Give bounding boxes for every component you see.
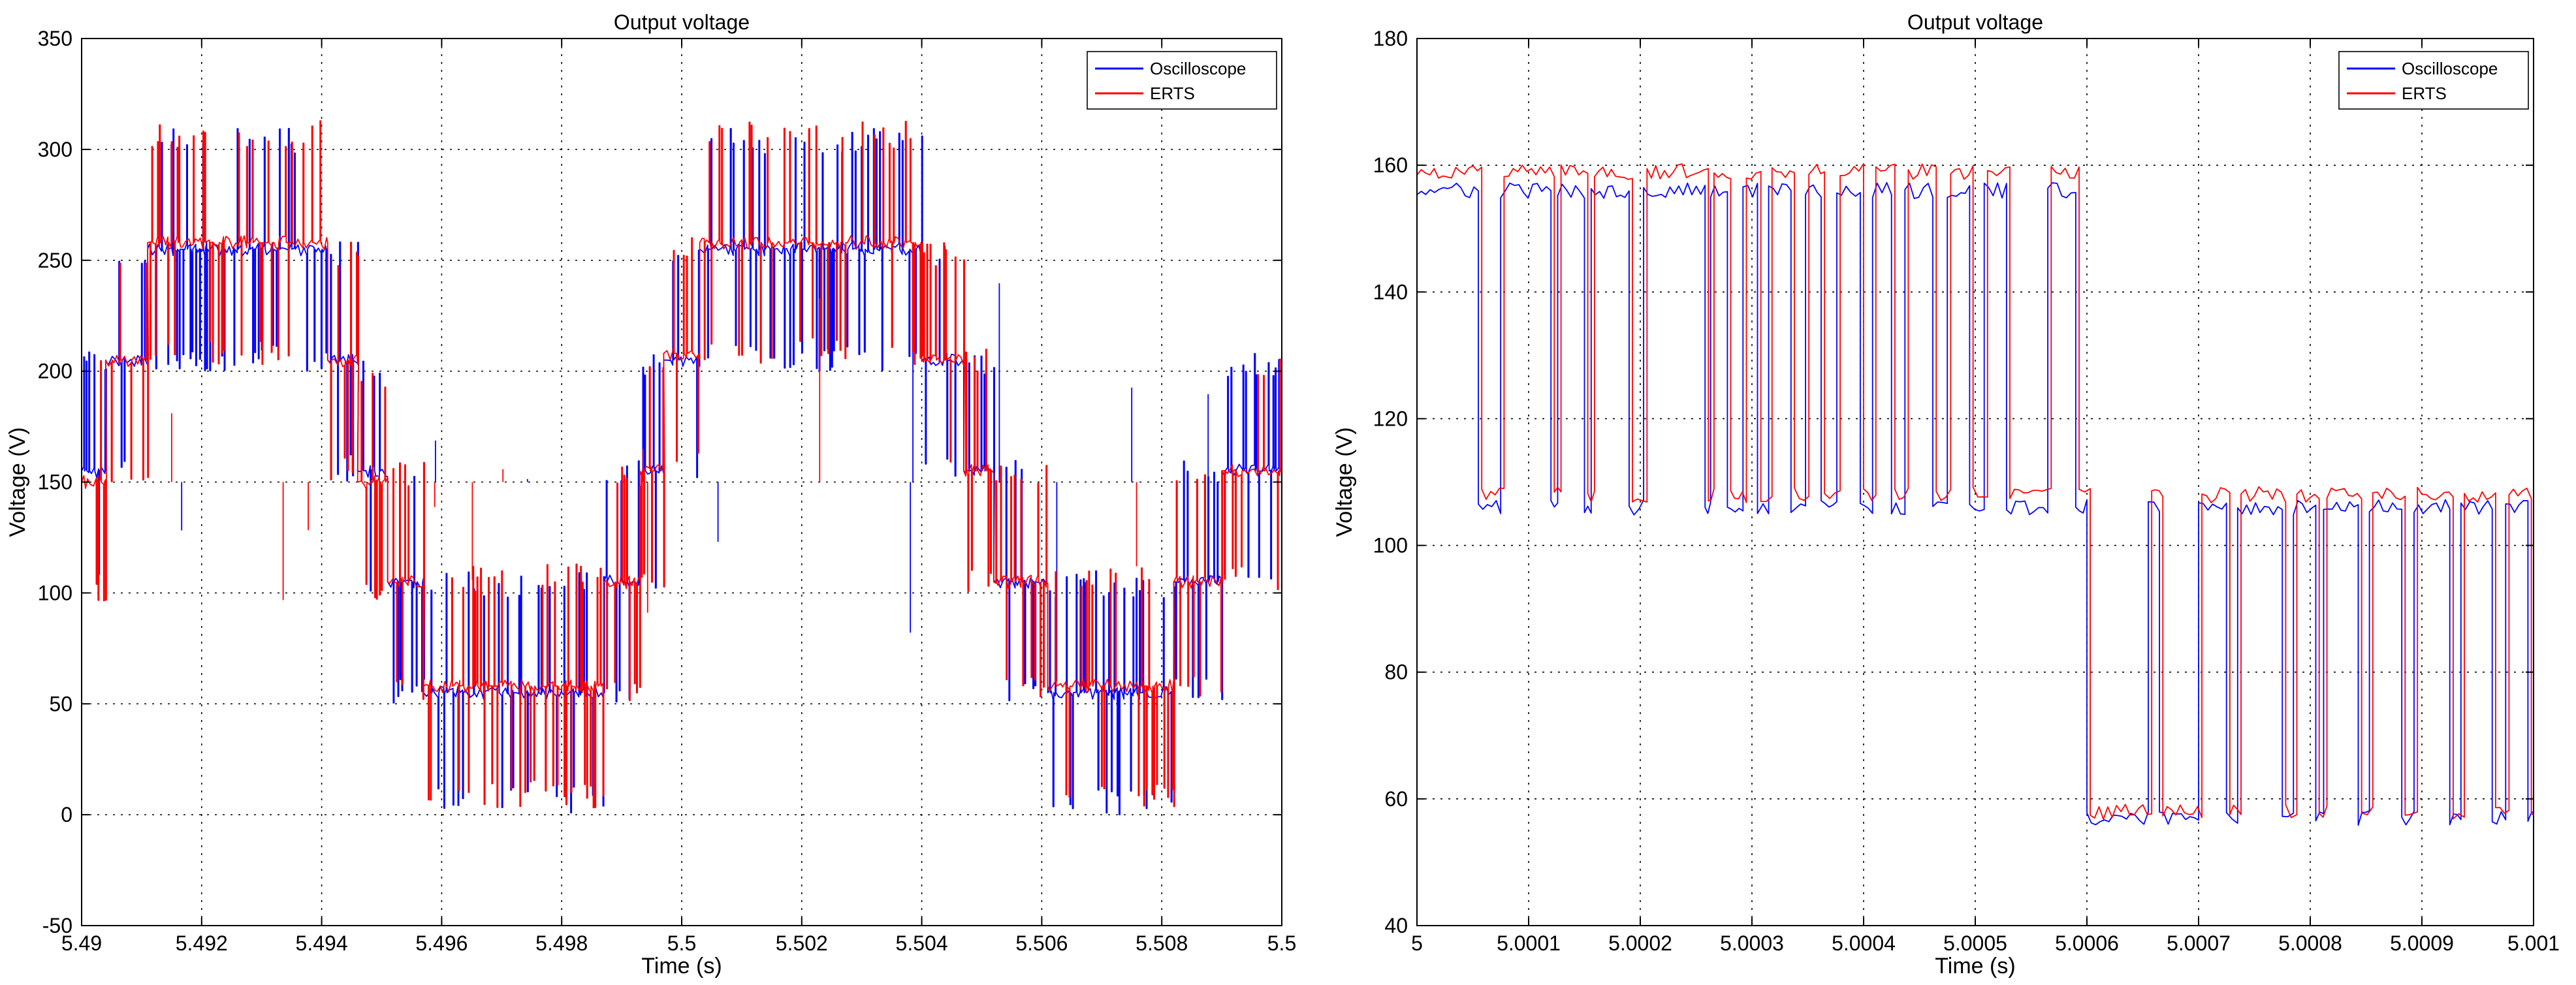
- legend-box: [1087, 51, 1277, 110]
- legend-box: [2338, 51, 2529, 110]
- y-tick-label: 50: [49, 692, 72, 715]
- x-tick-label: 5.001: [2507, 931, 2560, 955]
- x-tick-label: 5.0003: [1720, 931, 1784, 955]
- x-tick-label: 5.0007: [2167, 931, 2231, 955]
- x-tick-label: 5.492: [176, 931, 228, 955]
- y-tick-label: 140: [1373, 280, 1408, 304]
- x-tick-label: 5.0006: [2055, 931, 2119, 955]
- x-tick-label: 5.0009: [2390, 931, 2454, 955]
- x-tick-label: 5.494: [296, 931, 348, 955]
- y-tick-label: 300: [38, 138, 72, 161]
- x-axis-label: Time (s): [641, 954, 722, 978]
- left-chart: 5.49 5.492 5.494 5.496 5.498 5.5 5.502 5.504 5.5…: [5, 10, 1296, 978]
- right-chart: 5 5.0001 5.0002 5.0003 5.0004 5.0005 5.0006 5.0…: [1332, 10, 2560, 978]
- legend-entry-erts: ERTS: [1150, 84, 1195, 103]
- x-tick-label: 5: [1411, 931, 1423, 955]
- x-axis-label: Time (s): [1935, 954, 2015, 978]
- x-tick-label: 5.0001: [1497, 931, 1561, 955]
- legend-entry-erts: ERTS: [2402, 84, 2447, 103]
- series-line-erts: [82, 120, 1282, 809]
- legend: Oscilloscope ERTS: [1087, 51, 1277, 110]
- x-tick-label: 5.502: [776, 931, 828, 955]
- series-group: [82, 120, 1282, 815]
- y-tick-label: 0: [61, 803, 72, 826]
- y-tick-label: 40: [1384, 914, 1408, 937]
- y-tick-label: 180: [1373, 27, 1408, 50]
- y-tick-label: 100: [38, 581, 72, 604]
- y-tick-label: 160: [1373, 153, 1408, 177]
- x-tick-label: 5.506: [1015, 931, 1068, 955]
- y-tick-label: 60: [1384, 787, 1408, 811]
- y-tick-label: 80: [1384, 661, 1408, 684]
- chart-title: Output voltage: [1907, 10, 2043, 34]
- y-tick-label: 200: [38, 360, 72, 383]
- x-tick-label: 5.504: [896, 931, 948, 955]
- y-axis-label: Voltage (V): [1332, 427, 1357, 537]
- x-tick-label: 5.0002: [1608, 931, 1672, 955]
- chart-title: Output voltage: [614, 10, 750, 34]
- x-tick-label: 5.0008: [2278, 931, 2342, 955]
- legend-entry-oscilloscope: Oscilloscope: [1150, 59, 1246, 78]
- y-axis-label: Voltage (V): [5, 427, 30, 537]
- plot-area: [82, 39, 1282, 926]
- legend: Oscilloscope ERTS: [2338, 51, 2529, 110]
- x-tick-label: 5.5: [1267, 931, 1296, 955]
- series-line-oscilloscope: [1417, 181, 2534, 826]
- x-tick-label: 5.0005: [1943, 931, 2007, 955]
- x-tick-label: 5.5: [667, 931, 696, 955]
- y-tick-label: 350: [38, 27, 72, 50]
- y-tick-label: -50: [42, 914, 72, 937]
- x-tick-label: 5.496: [415, 931, 468, 955]
- y-tick-label: 150: [38, 471, 72, 494]
- x-tick-label: 5.0004: [1832, 931, 1896, 955]
- x-tick-label: 5.49: [61, 931, 102, 955]
- x-tick-label: 5.498: [535, 931, 588, 955]
- y-tick-label: 120: [1373, 407, 1408, 430]
- x-tick-label: 5.508: [1136, 931, 1188, 955]
- y-tick-label: 250: [38, 249, 72, 272]
- y-tick-label: 100: [1373, 534, 1408, 557]
- series-line-erts: [1417, 163, 2534, 820]
- plot-area: [1417, 39, 2534, 926]
- legend-entry-oscilloscope: Oscilloscope: [2402, 59, 2498, 78]
- series-group: [1417, 163, 2534, 826]
